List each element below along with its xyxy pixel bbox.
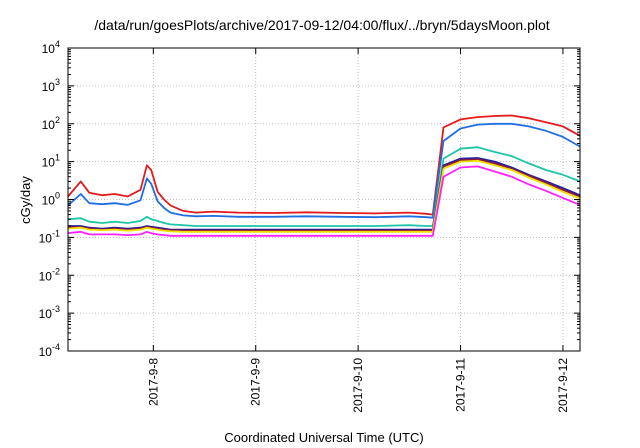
y-tick-label: 100 (42, 191, 60, 208)
series-line-3 (67, 146, 581, 227)
y-tick-label: 10-4 (39, 342, 60, 359)
x-tick-label: 2017-9-9 (249, 358, 263, 406)
x-axis-label: Coordinated Universal Time (UTC) (224, 430, 423, 445)
ticks: 10-4 10-3 10-2 10-1 100 101 102 103 104 2017-9-8 2… (39, 39, 580, 413)
series-line-7 (67, 165, 581, 237)
x-tick-label: 2017-9-8 (146, 358, 160, 406)
series-layer (67, 114, 581, 237)
grid (68, 48, 580, 351)
y-tick-label: 10-2 (39, 266, 60, 283)
series-line-2 (67, 122, 581, 219)
y-tick-label: 10-3 (39, 304, 60, 321)
x-tick-label: 2017-9-10 (351, 358, 365, 413)
x-tick-label: 2017-9-12 (556, 358, 570, 413)
y-axis-label: cGy/day (18, 176, 33, 224)
y-tick-label: 103 (42, 77, 60, 94)
y-tick-label: 10-1 (39, 228, 60, 245)
y-tick-label: 104 (42, 39, 60, 56)
x-tick-label: 2017-9-11 (454, 358, 468, 412)
series-line-1 (67, 114, 581, 216)
y-tick-label: 102 (42, 115, 60, 132)
series-line-6 (67, 159, 581, 233)
series-line-4 (68, 157, 581, 231)
series-line-5 (67, 158, 581, 232)
chart-title: /data/run/goesPlots/archive/2017-09-12/0… (94, 17, 549, 33)
y-tick-label: 101 (42, 153, 60, 170)
